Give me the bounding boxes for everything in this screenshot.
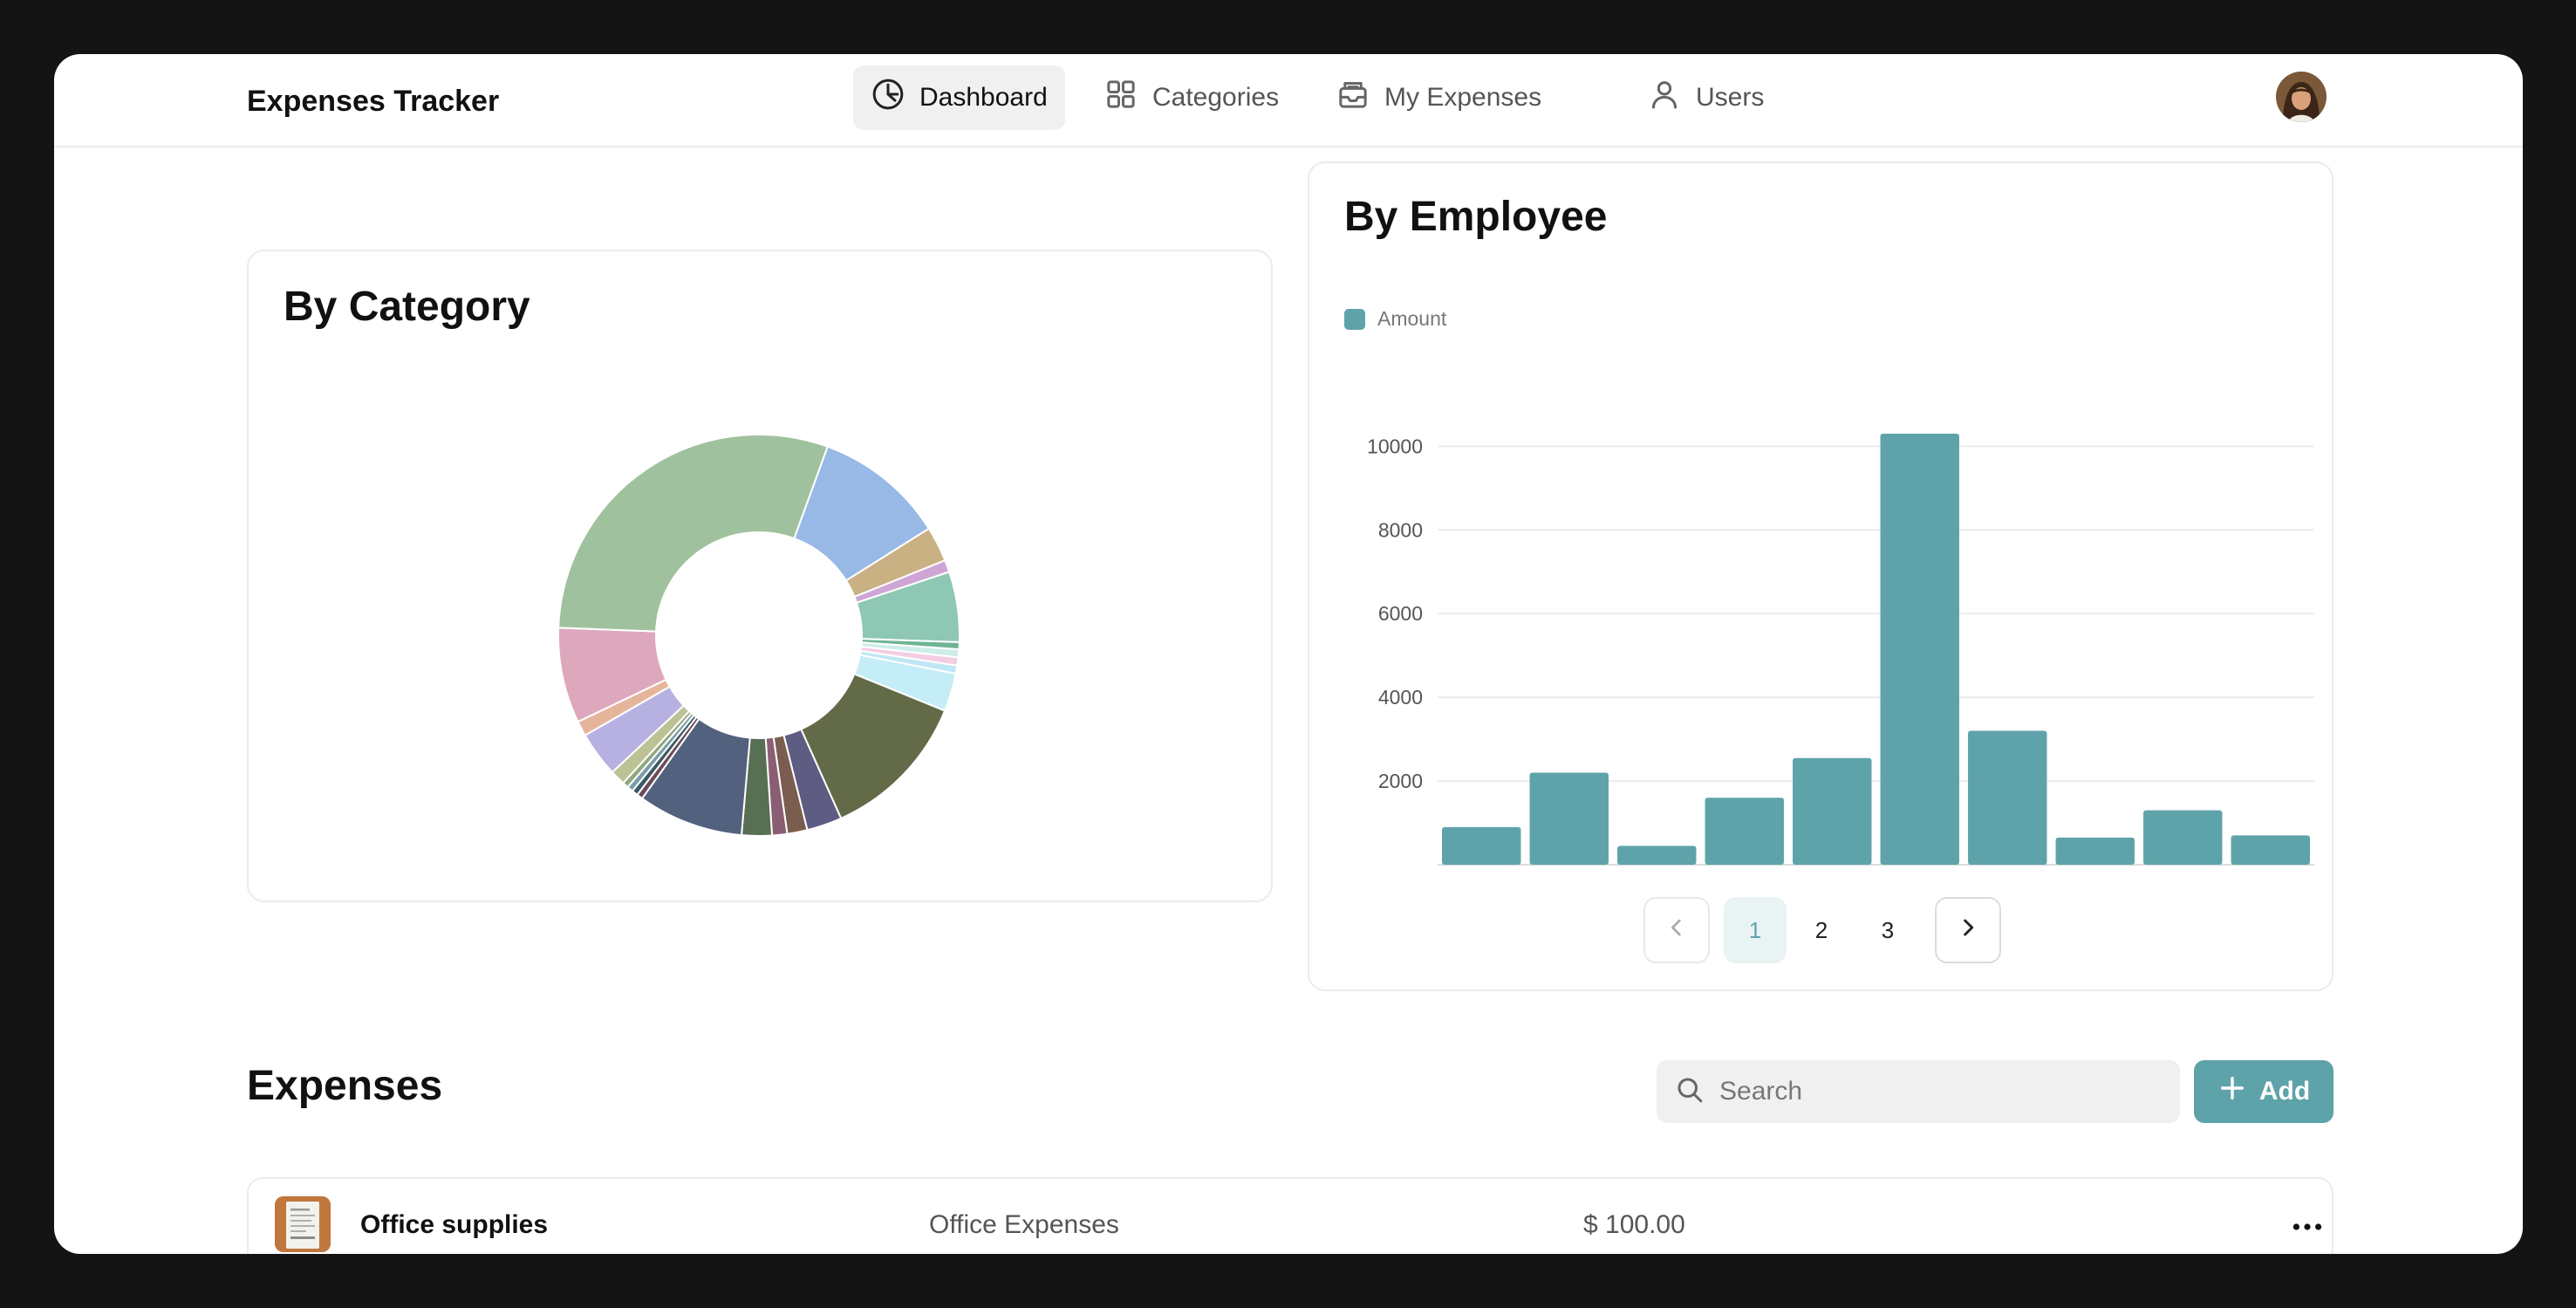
pagination-page-2[interactable]: 2 — [1814, 916, 1828, 943]
pie-chart-icon — [871, 77, 905, 119]
grid-icon — [1104, 77, 1138, 119]
expense-row[interactable]: Office supplies Office Expenses $ 100.00 — [247, 1177, 2333, 1254]
chevron-left-icon — [1663, 914, 1691, 948]
employee-bar-chart: 200040006000800010000Alma ...Elise B...H… — [1367, 434, 2314, 866]
bar[interactable] — [1442, 826, 1521, 865]
nav-my-expenses-label: My Expenses — [1384, 83, 1542, 112]
bar[interactable] — [1880, 434, 1959, 865]
nav-categories-label: Categories — [1152, 83, 1280, 112]
expense-amount: $ 100.00 — [1583, 1210, 1685, 1239]
pagination-page-1[interactable]: 1 — [1724, 897, 1787, 963]
y-tick-label: 10000 — [1367, 435, 1423, 457]
receipt-thumbnail — [275, 1196, 331, 1252]
inbox-icon — [1336, 77, 1370, 119]
user-avatar[interactable] — [2276, 72, 2327, 122]
bar[interactable] — [1529, 772, 1609, 865]
add-button-label: Add — [2258, 1077, 2311, 1106]
expense-name: Office supplies — [360, 1210, 549, 1239]
nav-users[interactable]: Users — [1630, 65, 1781, 130]
pagination-next-button[interactable] — [1935, 897, 2001, 963]
category-donut-chart — [557, 434, 960, 837]
legend-label: Amount — [1377, 307, 1447, 330]
by-employee-card: By Employee Amount 2000 4000 6000 8000 10000… — [1308, 161, 2333, 991]
more-options-icon[interactable] — [2290, 1214, 2325, 1240]
bar[interactable] — [1793, 757, 1872, 865]
user-icon — [1647, 77, 1682, 119]
by-employee-title: By Employee — [1344, 194, 1608, 240]
bar[interactable] — [2231, 835, 2310, 865]
y-tick-label: 4000 — [1378, 686, 1423, 709]
nav-categories[interactable]: Categories — [1086, 65, 1296, 130]
bar[interactable] — [1705, 798, 1784, 865]
search-box[interactable] — [1657, 1060, 2180, 1123]
bar[interactable] — [2055, 837, 2135, 865]
donut-slice[interactable] — [557, 434, 829, 633]
bar[interactable] — [2143, 810, 2223, 865]
pagination-prev-button[interactable] — [1643, 897, 1710, 963]
nav-dashboard[interactable]: Dashboard — [853, 65, 1065, 130]
plus-icon — [2217, 1073, 2247, 1110]
legend-swatch — [1344, 308, 1365, 330]
bar[interactable] — [1617, 846, 1697, 865]
by-category-card: By Category — [247, 250, 1273, 902]
nav-dashboard-label: Dashboard — [919, 83, 1048, 112]
top-navbar: Expenses Tracker Dashboard Categories My… — [54, 54, 2523, 147]
nav-my-expenses[interactable]: My Expenses — [1318, 65, 1559, 130]
y-tick-label: 8000 — [1378, 518, 1423, 541]
add-expense-button[interactable]: Add — [2194, 1060, 2333, 1123]
chart-legend[interactable]: Amount — [1344, 307, 1446, 331]
y-tick-label: 2000 — [1378, 770, 1423, 792]
by-category-title: By Category — [284, 284, 530, 330]
app-window: Expenses Tracker Dashboard Categories My… — [54, 54, 2523, 1254]
search-icon — [1674, 1074, 1705, 1110]
pagination-page-3[interactable]: 3 — [1881, 916, 1895, 943]
bar[interactable] — [1968, 730, 2047, 865]
expenses-title: Expenses — [247, 1063, 443, 1109]
search-input[interactable] — [1719, 1077, 2138, 1106]
nav-users-label: Users — [1696, 83, 1765, 112]
app-title[interactable]: Expenses Tracker — [247, 85, 500, 118]
expense-category: Office Expenses — [929, 1210, 1119, 1239]
chevron-right-icon — [1954, 914, 1982, 948]
y-tick-label: 6000 — [1378, 602, 1423, 625]
